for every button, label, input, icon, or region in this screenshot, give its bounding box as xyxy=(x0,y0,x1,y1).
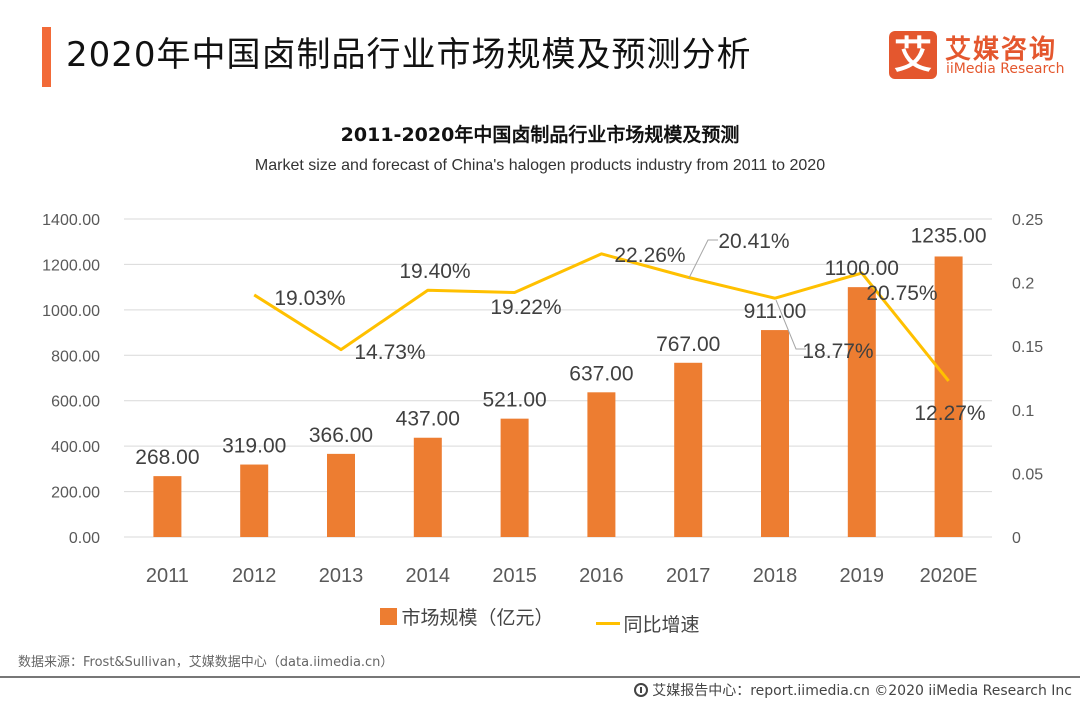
x-tick-label: 2011 xyxy=(146,565,189,587)
legend-label-growth-rate: 同比增速 xyxy=(623,614,700,636)
bar-market-size xyxy=(934,256,963,537)
line-data-label: 20.41% xyxy=(718,230,789,253)
x-tick-label: 2013 xyxy=(319,565,364,587)
y-right-tick-label: 0 xyxy=(1012,530,1021,547)
bar-data-label: 319.00 xyxy=(222,435,286,458)
chart-subtitle: Market size and forecast of China's halo… xyxy=(254,157,826,174)
x-tick-label: 2016 xyxy=(579,565,624,587)
legend-label-market-size: 市场规模（亿元） xyxy=(401,607,554,629)
data-source: 数据来源：Frost&Sullivan，艾媒数据中心（data.iimedia.… xyxy=(18,655,394,670)
chart-title: 2011-2020年中国卤制品行业市场规模及预测 xyxy=(340,124,740,146)
y-left-tick-label: 600.00 xyxy=(51,394,100,411)
y-left-tick-label: 400.00 xyxy=(51,439,100,456)
bar-data-label: 366.00 xyxy=(309,424,373,447)
bar-market-size xyxy=(153,476,182,537)
bar-market-size xyxy=(240,464,269,537)
x-tick-label: 2014 xyxy=(406,565,451,587)
bar-data-label: 268.00 xyxy=(135,446,199,469)
footer-text: 艾媒报告中心：report.iimedia.cn ©2020 iiMedia R… xyxy=(652,683,1072,699)
y-left-tick-label: 1400.00 xyxy=(42,212,100,229)
footer-divider xyxy=(0,676,1080,678)
bar-data-label: 1100.00 xyxy=(825,257,899,280)
leader-line xyxy=(688,239,718,279)
bar-data-label: 767.00 xyxy=(656,333,720,356)
x-tick-label: 2018 xyxy=(753,565,798,587)
y-right-tick-label: 0.15 xyxy=(1012,339,1043,356)
bar-market-size xyxy=(761,330,789,537)
x-tick-label: 2012 xyxy=(232,565,277,587)
y-left-tick-label: 0.00 xyxy=(69,530,100,547)
line-data-label: 18.77% xyxy=(802,340,873,363)
iimedia-logo: 艾 艾媒咨询 iiMedia Research xyxy=(889,31,1069,79)
bar-market-size xyxy=(587,392,616,537)
x-tick-label: 2019 xyxy=(840,565,885,587)
line-data-label: 14.73% xyxy=(354,341,425,364)
x-tick-label: 2017 xyxy=(666,565,711,587)
bar-data-label: 637.00 xyxy=(569,362,633,385)
bar-market-size xyxy=(327,453,355,537)
x-tick-label: 2015 xyxy=(492,565,537,587)
legend-item-growth-rate: 同比增速 xyxy=(595,610,700,637)
bar-data-label: 1235.00 xyxy=(911,224,987,247)
bar-market-size xyxy=(413,437,442,537)
y-left-tick-label: 1200.00 xyxy=(42,257,100,274)
legend-line-swatch xyxy=(595,622,620,625)
line-data-label: 19.40% xyxy=(399,260,470,283)
logo-icon: 艾 xyxy=(889,31,937,79)
line-data-label: 20.75% xyxy=(866,282,937,305)
line-data-label: 19.22% xyxy=(490,296,561,319)
bar-data-label: 911.00 xyxy=(744,300,807,323)
logo-text-cn: 艾媒咨询 xyxy=(945,35,1058,65)
y-left-tick-label: 800.00 xyxy=(51,348,100,365)
line-data-label: 12.27% xyxy=(914,402,985,425)
y-right-tick-label: 0.2 xyxy=(1012,276,1034,293)
bar-market-size xyxy=(500,418,529,537)
y-right-tick-label: 0.1 xyxy=(1012,403,1034,420)
y-left-tick-label: 200.00 xyxy=(51,485,100,502)
title-accent-bar xyxy=(42,27,51,87)
bar-market-size xyxy=(674,362,703,537)
x-tick-label: 2020E xyxy=(920,565,978,587)
legend-item-market-size: 市场规模（亿元） xyxy=(380,603,553,630)
legend-bar-swatch xyxy=(380,608,398,625)
line-data-label: 22.26% xyxy=(614,244,685,267)
bar-market-size xyxy=(847,287,876,537)
chart-legend: 市场规模（亿元） 同比增速 xyxy=(0,603,1080,637)
footer-copyright: 艾媒报告中心：report.iimedia.cn ©2020 iiMedia R… xyxy=(634,680,1072,700)
line-data-label: 19.03% xyxy=(274,287,345,310)
bar-data-label: 521.00 xyxy=(482,389,546,412)
y-left-tick-label: 1000.00 xyxy=(42,303,100,320)
y-right-tick-label: 0.05 xyxy=(1012,466,1043,483)
y-right-tick-label: 0.25 xyxy=(1012,212,1043,229)
logo-text-en: iiMedia Research xyxy=(946,61,1065,77)
page-title: 2020年中国卤制品行业市场规模及预测分析 xyxy=(66,35,752,75)
globe-icon xyxy=(634,683,649,697)
leader-line xyxy=(775,299,806,350)
bar-data-label: 437.00 xyxy=(396,408,460,431)
